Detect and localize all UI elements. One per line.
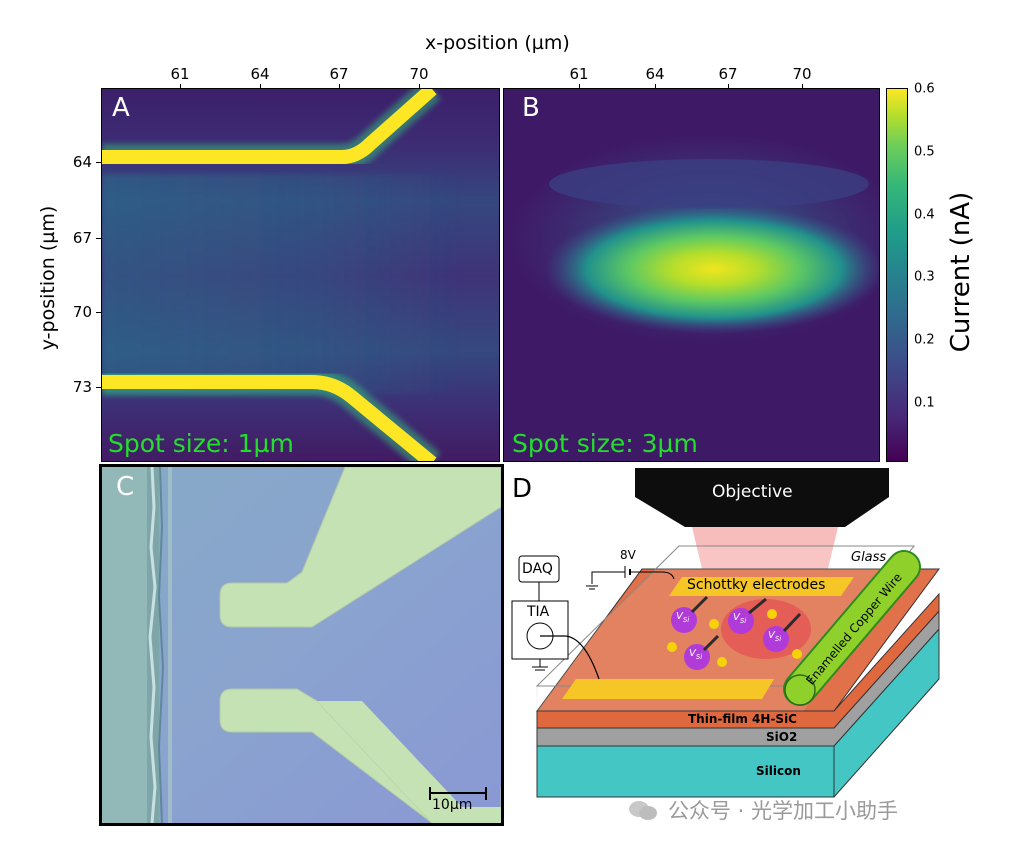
glass-label: Glass: [851, 550, 887, 565]
colorbar-tick: 0.1: [914, 395, 935, 411]
panel-letter: C: [116, 472, 135, 502]
x-tick-label: 61: [569, 65, 589, 83]
panel-c-optical-micrograph: C 10µm: [99, 464, 504, 826]
schottky-electrodes-label: Schottky electrodes: [687, 577, 826, 593]
micrograph-image: [102, 467, 501, 823]
watermark-text: 公众号 · 光学加工小助手: [668, 799, 899, 823]
silicon-layer-label: Silicon: [756, 764, 801, 778]
vsi-defects: [667, 595, 802, 670]
panel-b-photocurrent-map: B Spot size: 3µm: [503, 88, 880, 462]
y-tick-label: 73: [72, 378, 92, 396]
panel-a-heatmap: [102, 89, 499, 461]
wechat-icon: [627, 798, 659, 822]
spot-size-label: Spot size: 3µm: [512, 429, 698, 458]
y-tick-label: 67: [72, 229, 92, 247]
scale-bar-label: 10µm: [432, 797, 473, 813]
y-axis-label: y-position (µm): [37, 205, 59, 351]
panel-a-photocurrent-map: A Spot size: 1µm: [101, 88, 500, 462]
x-tick-label: 67: [329, 65, 349, 83]
daq-label: DAQ: [522, 561, 553, 577]
x-axis-label: x-position (µm): [425, 32, 570, 54]
spot-size-label: Spot size: 1µm: [108, 429, 294, 458]
x-tick-label: 61: [170, 65, 190, 83]
colorbar-tick: 0.6: [914, 81, 935, 97]
panel-letter: D: [512, 474, 533, 504]
colorbar-tick: 0.2: [914, 332, 935, 348]
panel-b-heatmap: [504, 89, 879, 461]
vsi-label: VSi: [676, 611, 690, 624]
tia-label: TIA: [527, 604, 550, 620]
colorbar-label: Current (nA): [946, 191, 976, 353]
y-tick-label: 64: [72, 153, 92, 171]
y-tick-label: 70: [72, 303, 92, 321]
voltage-label: 8V: [620, 548, 636, 562]
vsi-label: VSi: [733, 612, 747, 625]
panel-d-setup-schematic: D Objective Glass 8V DAQ TIA Schottky el…: [504, 464, 1012, 848]
colorbar-tick: 0.5: [914, 144, 935, 160]
panel-letter: B: [522, 93, 540, 123]
colorbar-tick: 0.4: [914, 207, 935, 223]
x-tick-label: 64: [250, 65, 270, 83]
vsi-label: VSi: [768, 630, 782, 643]
objective-label: Objective: [712, 482, 793, 502]
schematic-drawing: [511, 468, 940, 798]
panel-letter: A: [112, 93, 130, 123]
sio2-layer-label: SiO2: [766, 730, 798, 744]
x-tick-label: 67: [718, 65, 738, 83]
x-tick-label: 70: [792, 65, 812, 83]
colorbar-tick: 0.3: [914, 269, 935, 285]
vsi-label: VSi: [689, 648, 703, 661]
colorbar: [886, 88, 908, 462]
sic-layer-label: Thin-film 4H-SiC: [688, 712, 797, 726]
x-tick-label: 64: [645, 65, 665, 83]
x-tick-label: 70: [409, 65, 429, 83]
